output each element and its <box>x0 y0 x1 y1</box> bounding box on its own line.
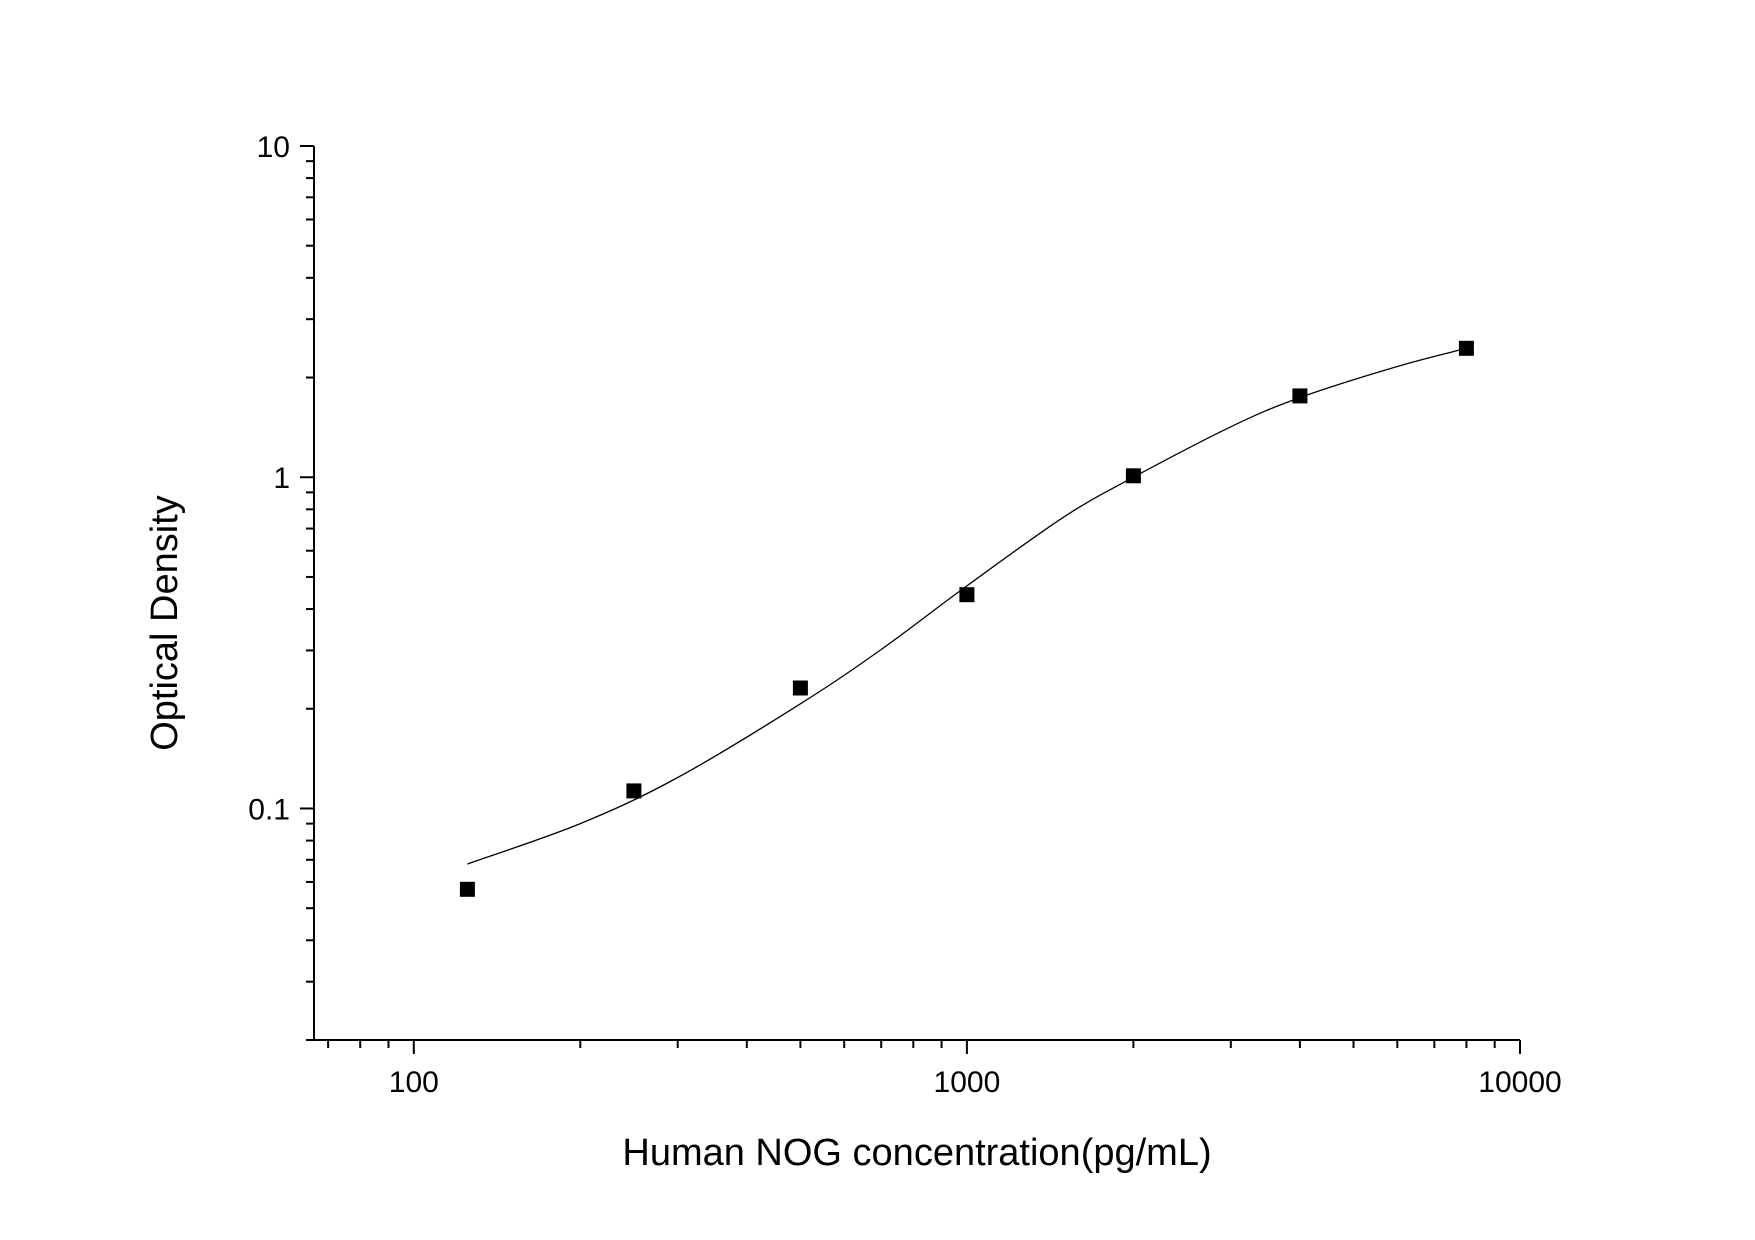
x-axis-title: Human NOG concentration(pg/mL) <box>622 1132 1211 1174</box>
y-tick-label: 0.1 <box>248 793 290 826</box>
x-tick-label: 100 <box>389 1066 439 1099</box>
y-tick-label: 10 <box>257 131 290 164</box>
y-axis-ticks: 10 1 0.1 <box>248 131 314 1041</box>
data-point <box>459 881 475 897</box>
data-point <box>1292 388 1308 404</box>
data-point <box>959 587 975 603</box>
x-axis-ticks: 100 1000 10000 <box>327 1040 1562 1099</box>
x-tick-label: 10000 <box>1478 1066 1561 1099</box>
fit-curve <box>467 347 1467 865</box>
data-point <box>792 680 808 696</box>
x-tick-label: 1000 <box>934 1066 1001 1099</box>
data-point <box>1125 468 1141 484</box>
data-markers <box>459 340 1474 897</box>
data-point <box>1458 340 1474 356</box>
plot-area: 10 1 0.1 100 1000 10000 <box>248 131 1561 1099</box>
y-tick-label: 1 <box>273 462 290 495</box>
y-axis-title: Optical Density <box>144 495 186 751</box>
data-point <box>626 783 642 799</box>
